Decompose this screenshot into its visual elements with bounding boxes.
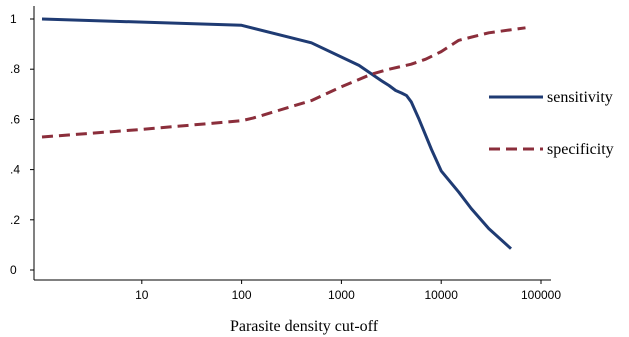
x-axis-title: Parasite density cut-off [230, 318, 379, 335]
plot-area [41, 17, 526, 250]
y-tick-label: 1 [10, 12, 17, 26]
legend-label-specificity: specificity [547, 141, 614, 158]
x-tick-label: 10 [135, 288, 149, 302]
x-tick-label: 100000 [521, 288, 561, 302]
series-line-sensitivity [41, 17, 513, 250]
y-tick-label: .4 [10, 163, 20, 177]
x-tick-label: 10000 [425, 288, 459, 302]
x-tick-label: 100 [232, 288, 252, 302]
x-tick-label: 1000 [328, 288, 355, 302]
axes: 0 .2 .4 .6 .8 1 10 100 1000 10000 100000 [10, 6, 561, 302]
y-tick-label: .8 [10, 62, 20, 76]
legend: sensitivity specificity [489, 89, 614, 158]
legend-label-sensitivity: sensitivity [547, 89, 613, 106]
y-tick-label: .2 [10, 213, 20, 227]
y-tick-label: .6 [10, 112, 20, 126]
series-line-specificity [41, 26, 526, 139]
y-tick-label: 0 [10, 263, 17, 277]
